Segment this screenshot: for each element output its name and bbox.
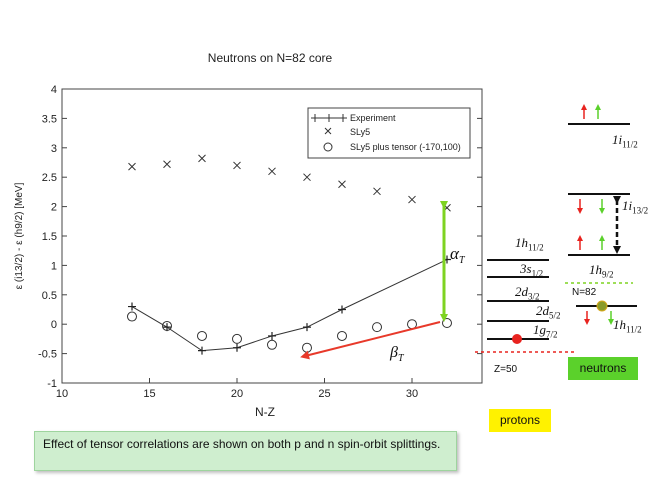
experiment-point (268, 331, 276, 340)
x-axis-label: N-Z (255, 405, 275, 419)
y-tick-label: 3.5 (42, 113, 57, 125)
sly5-tensor-point (337, 330, 347, 341)
sly5-point (233, 161, 241, 170)
sly5-point (198, 154, 206, 163)
proton-dot (512, 334, 522, 344)
sly5-tensor-point (127, 311, 137, 322)
sly5-point (408, 195, 416, 204)
sly5-point (128, 162, 136, 171)
legend-marker-sly5 (324, 127, 332, 135)
proton-label-2d32: 2d3/2 (515, 284, 540, 302)
proton-label-2d52: 2d5/2 (536, 303, 561, 321)
caption-box: Effect of tensor correlations are shown … (34, 431, 457, 471)
neutron-shell-label: N=82 (572, 287, 597, 298)
y-tick-label: 2.5 (42, 172, 57, 184)
sly5-point (268, 167, 276, 176)
x-tick-label: 20 (231, 388, 243, 400)
experiment-point (163, 323, 171, 332)
experiment-point (338, 305, 346, 314)
neutron-level-scheme (565, 104, 637, 325)
sly5-tensor-point (302, 342, 312, 353)
legend-box (307, 107, 471, 159)
y-tick-label: 0.5 (42, 290, 57, 302)
x-tick-label: 10 (56, 388, 68, 400)
proton-label-3s12: 3s1/2 (520, 261, 544, 279)
proton-label-1g72: 1g7/2 (533, 322, 558, 340)
experiment-point (303, 323, 311, 332)
y-tick-label: 4 (51, 84, 57, 96)
sly5-tensor-point (267, 339, 277, 350)
beta-arrow (300, 321, 441, 360)
x-tick-label: 15 (143, 388, 155, 400)
sly5-tensor-point (442, 318, 452, 329)
y-tick-label: 3 (51, 143, 57, 155)
sly5-tensor-point (162, 320, 172, 331)
chart-title: Neutrons on N=82 core (208, 51, 333, 65)
legend-marker-sly5-tensor (323, 142, 333, 152)
neutron-label-1i13: 1i13/2 (622, 198, 649, 216)
series-experiment-line (131, 259, 448, 352)
proton-shell-label: Z=50 (494, 364, 518, 375)
sly5-tensor-point (232, 333, 242, 344)
x-tick-label: 25 (318, 388, 330, 400)
proton-label-1h11: 1h11/2 (515, 235, 544, 253)
sly5-point (303, 173, 311, 182)
experiment-point (128, 302, 136, 311)
neutron-label-1h11: 1h11/2 (613, 317, 642, 335)
neutron-label-1i11: 1i11/2 (612, 132, 638, 150)
legend-label-sly5-tensor: SLy5 plus tensor (-170,100) (350, 142, 461, 152)
experiment-point (233, 343, 241, 352)
sly5-point (338, 180, 346, 189)
series-layer (127, 154, 452, 355)
y-tick-label: -1 (47, 378, 57, 390)
y-tick-label: 1 (51, 260, 57, 272)
y-tick-label: -0.5 (38, 349, 57, 361)
beta-label: βT (389, 344, 405, 364)
legend-label-sly5: SLy5 (350, 127, 370, 137)
y-axis-label: ε (i13/2) - ε (h9/2) [MeV] (14, 182, 25, 289)
sly5-tensor-point (197, 330, 207, 341)
axes-ticks: 10 15 20 25 30 -1 -0.5 0 0.5 1 1.5 2 2.5 3 3.5 4 (38, 84, 482, 400)
legend: Experiment SLy5 SLy5 plus tensor (-170,1… (307, 107, 471, 159)
protons-tag: protons (489, 409, 551, 432)
neutrons-tag: neutrons (568, 357, 638, 380)
sly5-point (163, 160, 171, 169)
alpha-label: αT (450, 244, 466, 266)
sly5-point (373, 187, 381, 196)
neutron-label-1h9: 1h9/2 (589, 262, 614, 280)
legend-label-experiment: Experiment (350, 113, 396, 123)
x-tick-label: 30 (406, 388, 418, 400)
sly5-tensor-point (372, 322, 382, 333)
proton-level-scheme (475, 259, 575, 353)
experiment-point (198, 346, 206, 355)
y-tick-label: 2 (51, 202, 57, 214)
legend-marker-experiment (311, 114, 347, 122)
y-tick-label: 1.5 (42, 231, 57, 243)
y-tick-label: 0 (51, 319, 57, 331)
neutron-dot (596, 300, 608, 312)
